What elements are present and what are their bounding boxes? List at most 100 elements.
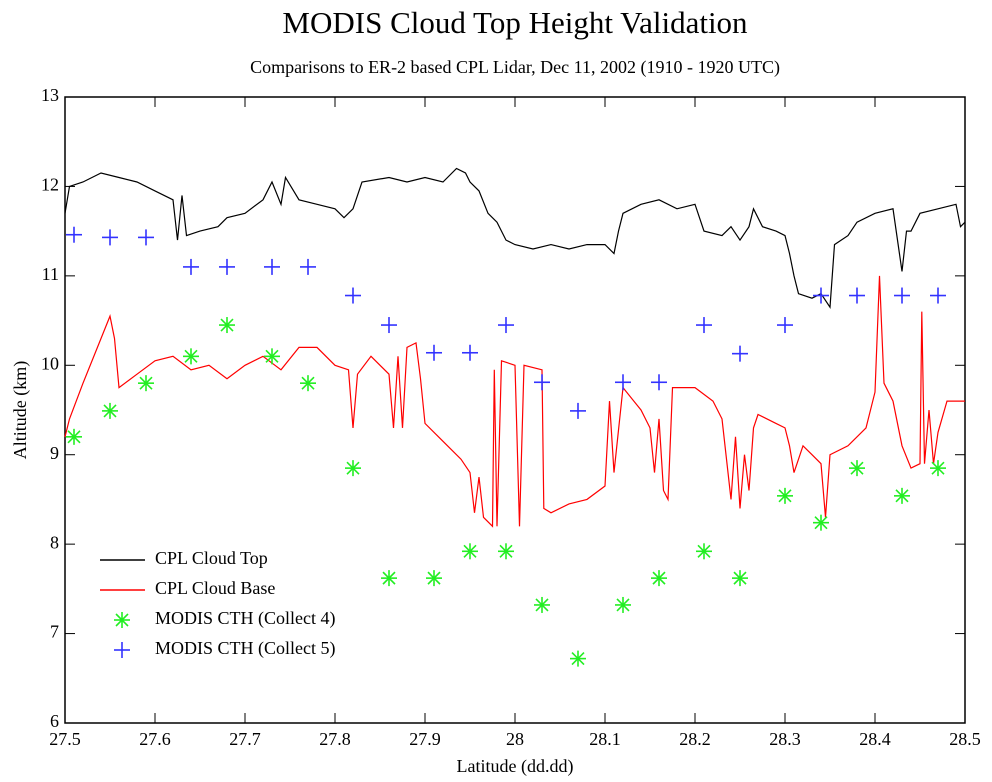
marker-stroke [382, 571, 396, 585]
legend-marker [114, 612, 130, 628]
data-point [777, 317, 793, 334]
data-point [849, 460, 865, 477]
y-tick-label: 7 [50, 622, 59, 642]
y-tick-label: 6 [50, 711, 59, 731]
data-point [66, 428, 82, 445]
data-line [64, 167, 966, 309]
x-tick-label: 27.5 [49, 729, 81, 749]
marker-stroke [265, 349, 279, 363]
marker-stroke [697, 544, 711, 558]
marker-stroke [652, 571, 666, 585]
data-point [813, 287, 829, 304]
data-point [894, 487, 910, 504]
x-tick-label: 28.4 [859, 729, 891, 749]
data-point [219, 317, 235, 334]
data-point [732, 345, 748, 362]
data-point [102, 229, 118, 246]
data-point [219, 258, 235, 275]
y-tick-label: 9 [50, 443, 59, 463]
data-point [732, 570, 748, 587]
data-point [777, 487, 793, 504]
marker-stroke [463, 544, 477, 558]
data-point [426, 344, 442, 361]
data-point [534, 374, 550, 391]
marker-stroke [895, 489, 909, 503]
data-point [66, 226, 82, 243]
data-point [615, 374, 631, 391]
data-point [345, 287, 361, 304]
data-point [462, 344, 478, 361]
data-line [64, 275, 965, 528]
chart-title: MODIS Cloud Top Height Validation [282, 5, 748, 40]
legend-label: MODIS CTH (Collect 5) [155, 638, 335, 659]
data-point [930, 287, 946, 304]
legend-label: CPL Cloud Base [155, 578, 275, 598]
x-tick-label: 28 [506, 729, 524, 749]
marker-stroke [931, 461, 945, 475]
data-point [381, 317, 397, 334]
y-tick-label: 11 [42, 264, 59, 284]
marker-stroke [346, 461, 360, 475]
y-tick-label: 8 [50, 532, 59, 552]
data-point [696, 543, 712, 560]
data-point [534, 596, 550, 613]
marker-stroke [103, 404, 117, 418]
y-tick-label: 13 [41, 85, 59, 105]
data-point [183, 258, 199, 275]
x-tick-label: 27.8 [319, 729, 351, 749]
x-tick-label: 28.5 [949, 729, 981, 749]
marker-stroke [139, 376, 153, 390]
x-tick-label: 28.2 [679, 729, 711, 749]
data-point [894, 287, 910, 304]
data-point [138, 229, 154, 246]
x-axis-label: Latitude (dd.dd) [457, 756, 574, 777]
data-point [345, 460, 361, 477]
marker-stroke [535, 598, 549, 612]
data-point [138, 375, 154, 392]
data-point [570, 650, 586, 667]
data-point [498, 317, 514, 334]
marker-stroke [220, 318, 234, 332]
marker-stroke [301, 376, 315, 390]
x-tick-label: 27.7 [229, 729, 261, 749]
data-point [300, 375, 316, 392]
x-tick-label: 27.9 [409, 729, 441, 749]
marker-stroke [427, 571, 441, 585]
marker-stroke [67, 430, 81, 444]
x-tick-label: 27.6 [139, 729, 171, 749]
data-point [264, 348, 280, 365]
data-point [930, 460, 946, 477]
data-point [651, 374, 667, 391]
marker-stroke [499, 544, 513, 558]
legend-label: MODIS CTH (Collect 4) [155, 608, 335, 629]
marker-stroke [115, 613, 129, 627]
y-tick-label: 10 [41, 353, 59, 373]
data-point [615, 596, 631, 613]
legend-label: CPL Cloud Top [155, 548, 268, 568]
data-point [102, 402, 118, 419]
data-point [651, 570, 667, 587]
marker-stroke [814, 516, 828, 530]
marker-stroke [850, 461, 864, 475]
data-point [462, 543, 478, 560]
marker-stroke [778, 489, 792, 503]
chart-subtitle: Comparisons to ER-2 based CPL Lidar, Dec… [250, 57, 780, 78]
data-point [813, 514, 829, 531]
y-tick-label: 12 [41, 175, 59, 195]
marker-stroke [184, 349, 198, 363]
marker-stroke [616, 598, 630, 612]
data-point [849, 287, 865, 304]
legend-marker [114, 642, 130, 658]
data-point [381, 570, 397, 587]
data-point [498, 543, 514, 560]
y-axis-label: Altitude (km) [10, 361, 31, 459]
marker-stroke [733, 571, 747, 585]
data-point [183, 348, 199, 365]
x-tick-label: 28.1 [589, 729, 621, 749]
data-point [264, 258, 280, 275]
data-point [300, 258, 316, 275]
x-tick-label: 28.3 [769, 729, 801, 749]
data-point [570, 402, 586, 419]
data-point [696, 317, 712, 334]
